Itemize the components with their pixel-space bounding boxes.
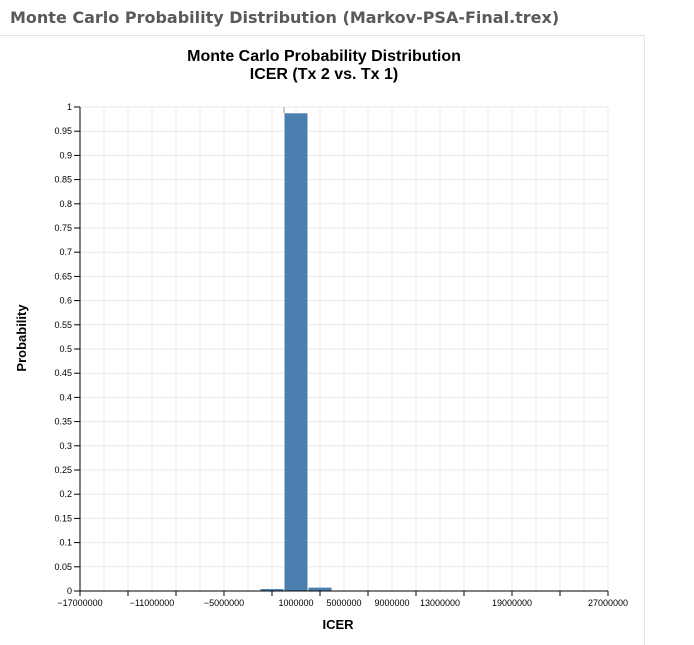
y-tick-label: 0.35	[54, 417, 72, 427]
y-tick-label: 0.2	[59, 489, 72, 499]
chart-subtitle: ICER (Tx 2 vs. Tx 1)	[250, 66, 399, 83]
x-tick-label: 27000000	[588, 598, 628, 608]
x-tick-label: −5000000	[204, 598, 244, 608]
y-tick-label: 0.7	[59, 247, 72, 257]
y-tick-label: 0.9	[59, 150, 72, 160]
x-tick-label: −17000000	[57, 598, 102, 608]
y-axis-label: Probability	[14, 304, 29, 372]
x-tick-label: 1000000	[278, 598, 313, 608]
y-tick-label: 0.1	[59, 538, 72, 548]
y-tick-label: 0.85	[54, 175, 72, 185]
probability-distribution-chart: Monte Carlo Probability Distribution ICE…	[14, 48, 628, 632]
y-tick-label: 0.8	[59, 199, 72, 209]
x-tick-label: 5000000	[326, 598, 361, 608]
x-tick-label: −11000000	[130, 598, 175, 608]
y-tick-label: 0.95	[54, 126, 72, 136]
x-axis-label: ICER	[322, 617, 354, 632]
y-tick-label: 0.55	[54, 320, 72, 330]
y-tick-label: 0.65	[54, 271, 72, 281]
y-tick-label: 0	[67, 586, 72, 596]
x-tick-label: 9000000	[374, 598, 409, 608]
histogram-bar-1	[284, 113, 308, 592]
y-tick-label: 0.25	[54, 465, 72, 475]
grid-lines	[79, 106, 609, 592]
y-tick-label: 0.05	[54, 562, 72, 572]
x-tick-label: 19000000	[492, 598, 532, 608]
x-tick-label: 13000000	[420, 598, 460, 608]
y-tick-label: 0.45	[54, 368, 72, 378]
histogram-bar-0	[260, 589, 284, 591]
y-tick-label: 0.4	[59, 392, 72, 402]
chart-title: Monte Carlo Probability Distribution	[187, 48, 461, 65]
window-title: Monte Carlo Probability Distribution (Ma…	[10, 8, 560, 27]
y-tick-label: 0.5	[59, 344, 72, 354]
tick-labels: 0 0.05 0.1 0.15 0.2 0.25 0.3 0.35 0.4 0.45 0.5 0.55…	[54, 102, 628, 608]
y-tick-label: 0.15	[54, 513, 72, 523]
axes	[74, 106, 609, 596]
panel-border	[644, 36, 645, 645]
y-tick-label: 0.75	[54, 223, 72, 233]
y-tick-label: 0.3	[59, 441, 72, 451]
histogram-bar-2	[308, 587, 332, 591]
window-header: Monte Carlo Probability Distribution (Ma…	[0, 0, 645, 36]
y-tick-label: 0.6	[59, 296, 72, 306]
y-tick-label: 1	[67, 102, 72, 112]
